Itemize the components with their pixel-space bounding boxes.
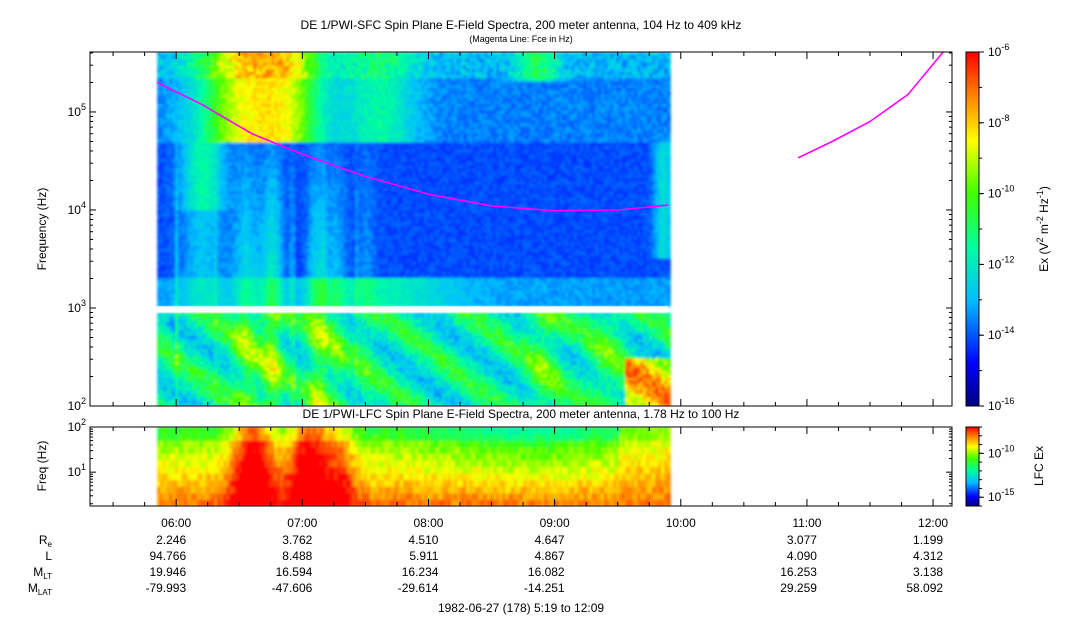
lower-colorbar-ticks: 10-10 10-15 (979, 427, 1014, 506)
colorbar-tick-label: 10-8 (988, 113, 1009, 130)
top-panel-title: DE 1/PWI-SFC Spin Plane E-Field Spectra,… (301, 18, 742, 32)
colorbar-tick-label: 10-12 (988, 254, 1014, 271)
x-tick-label: 06:00 (161, 516, 191, 530)
footer-date-range: 1982-06-27 (178) 5:19 to 12:09 (438, 601, 604, 615)
ephemeris-value: -14.251 (524, 581, 565, 595)
y-tick-label: 104 (68, 200, 86, 217)
ephemeris-value: 8.488 (282, 549, 312, 563)
ephemeris-value: 3.762 (282, 533, 312, 547)
top-panel-subtitle: (Magenta Line: Fce in Hz) (469, 34, 573, 44)
y-tick-label: 105 (68, 102, 86, 119)
lower-colorbar (966, 427, 979, 506)
x-tick-label: 09:00 (540, 516, 570, 530)
ephemeris-value: 29.259 (780, 581, 817, 595)
x-tick-label: 12:00 (918, 516, 948, 530)
ephemeris-value: 3.077 (787, 533, 817, 547)
ephemeris-value: 58.092 (906, 581, 943, 595)
top-y-axis-label: Frequency (Hz) (35, 188, 49, 271)
ephemeris-value: 94.766 (149, 549, 186, 563)
ephemeris-value: 16.253 (780, 565, 817, 579)
ephemeris-value: -79.993 (145, 581, 186, 595)
ephemeris-value: 4.090 (787, 549, 817, 563)
top-colorbar (966, 52, 979, 406)
y-tick-label: 102 (68, 417, 86, 434)
top-colorbar-label: Ex (V2 m-2 Hz-1) (1035, 186, 1051, 272)
ephemeris-value: 4.647 (535, 533, 565, 547)
colorbar-tick-label: 10-14 (988, 325, 1014, 342)
y-tick-label: 102 (68, 396, 86, 413)
ephemeris-value: -47.606 (272, 581, 313, 595)
colorbar-tick-label: 10-10 (988, 184, 1014, 201)
colorbar-tick-label: 10-16 (988, 396, 1014, 413)
x-tick-label: 08:00 (413, 516, 443, 530)
ephemeris-value: 1.199 (913, 533, 943, 547)
ephemeris-value: 3.138 (913, 565, 943, 579)
top-spectrogram-heatmap (157, 52, 671, 407)
ephemeris-value: 2.246 (156, 533, 186, 547)
ephemeris-value: 5.911 (409, 549, 438, 563)
ephemeris-value: 16.234 (402, 565, 439, 579)
top-colorbar-ticks: 10-6 10-8 10-10 10-12 10-14 10-16 (979, 42, 1014, 413)
lower-spectrogram-heatmap (157, 427, 671, 507)
ephemeris-value: 16.082 (528, 565, 565, 579)
ephemeris-value: 16.594 (276, 565, 313, 579)
ephemeris-row-label: MLT (33, 565, 52, 581)
ephemeris-row-label: MLAT (28, 581, 52, 597)
ephemeris-value: 4.510 (408, 533, 438, 547)
ephemeris-row-label: Re (39, 533, 53, 549)
x-tick-label: 11:00 (792, 516, 821, 530)
ephemeris-value: 4.312 (913, 549, 943, 563)
ephemeris-value: -29.614 (398, 581, 439, 595)
lower-y-axis-label: Freq (Hz) (35, 441, 49, 492)
lower-colorbar-label: LFC Ex (1032, 446, 1046, 486)
ephemeris-value: 4.867 (535, 549, 565, 563)
colorbar-tick-label: 10-10 (988, 443, 1014, 460)
ephemeris-value: 19.946 (149, 565, 186, 579)
colorbar-tick-label: 10-15 (988, 487, 1014, 504)
colorbar-tick-label: 10-6 (988, 42, 1009, 59)
y-tick-label: 101 (68, 462, 86, 479)
lower-panel-title: DE 1/PWI-LFC Spin Plane E-Field Spectra,… (303, 407, 740, 421)
x-tick-label: 10:00 (666, 516, 696, 530)
x-tick-label: 07:00 (287, 516, 317, 530)
ephemeris-row-label: L (45, 549, 52, 563)
y-tick-label: 103 (68, 298, 86, 315)
